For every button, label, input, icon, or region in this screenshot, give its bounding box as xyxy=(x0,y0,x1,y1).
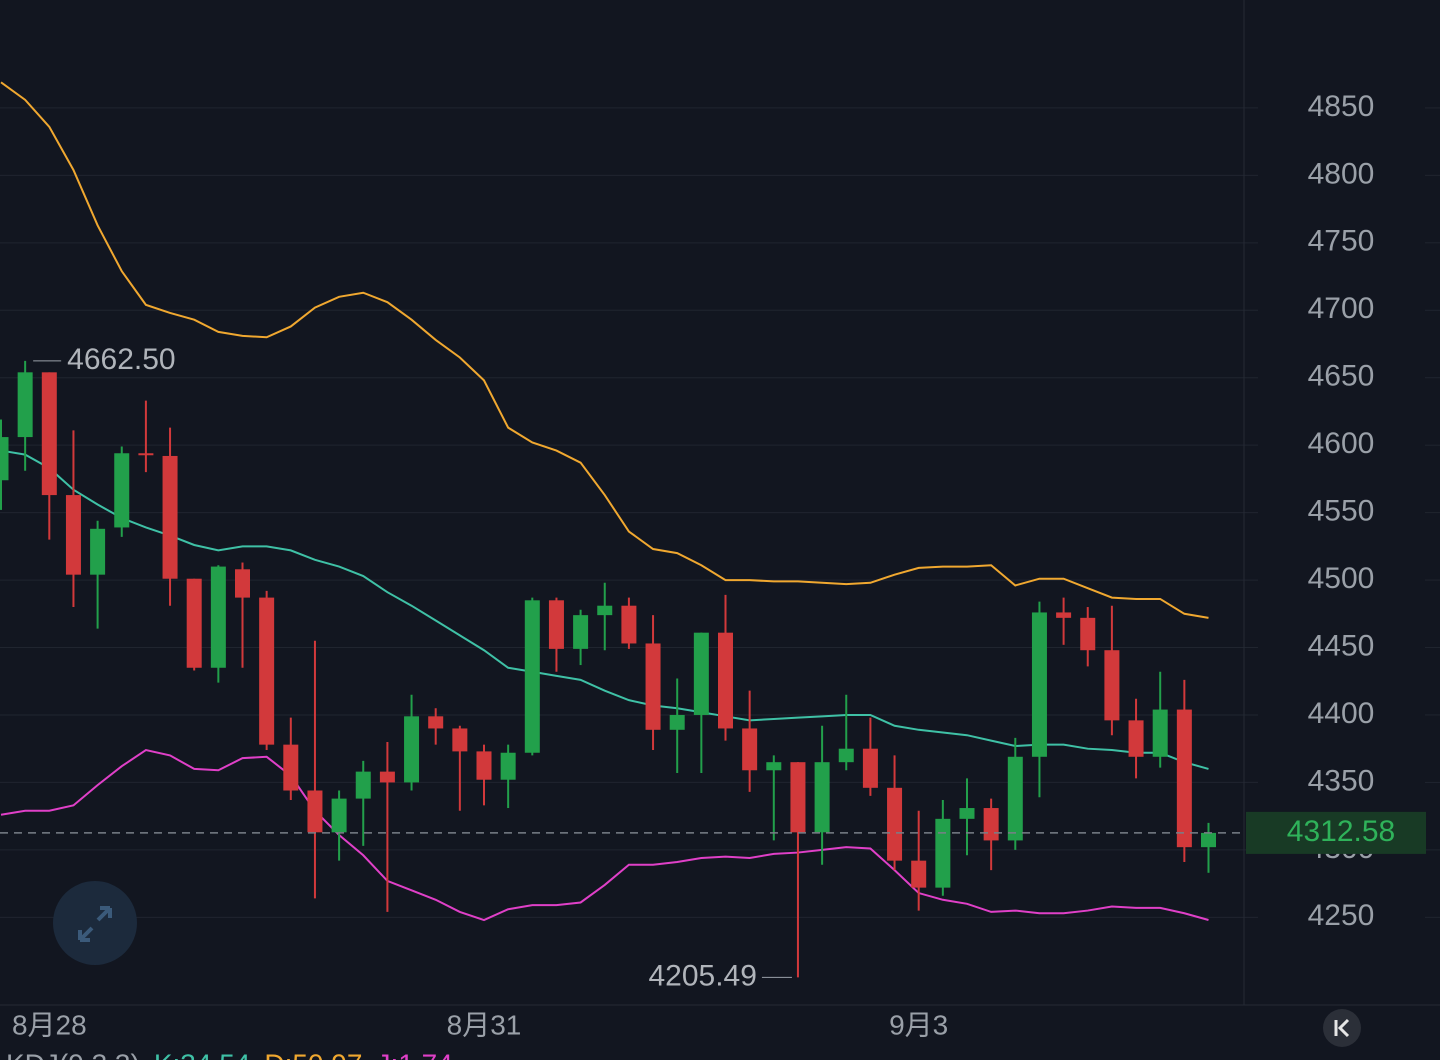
last-price-label: 4312.58 xyxy=(1287,815,1395,848)
x-tick-label: 9月3 xyxy=(889,1009,948,1040)
low-label: 4205.49 xyxy=(648,959,756,992)
y-tick-label: 4700 xyxy=(1308,292,1375,325)
candle-body xyxy=(814,762,830,833)
y-tick-label: 4450 xyxy=(1308,629,1375,662)
candle-body xyxy=(1104,650,1120,721)
y-tick-label: 4750 xyxy=(1308,225,1375,258)
indicator-label: KDJ(9,3,3) xyxy=(6,1048,140,1060)
band-line xyxy=(0,449,1209,770)
candle-body xyxy=(693,632,709,715)
y-tick-label: 4650 xyxy=(1308,360,1375,393)
last-price-box xyxy=(1246,811,1426,854)
candle-body xyxy=(1201,832,1216,848)
candle-body xyxy=(452,728,468,752)
y-tick-label: 4500 xyxy=(1308,562,1375,595)
candle-body xyxy=(1080,617,1096,651)
candle-body xyxy=(911,860,927,888)
band-line xyxy=(0,748,1209,922)
high-label: 4662.50 xyxy=(67,343,175,376)
candle-body xyxy=(41,372,57,496)
candle-body xyxy=(887,787,903,861)
y-tick-label: 4400 xyxy=(1308,697,1375,730)
candle-body xyxy=(959,808,975,819)
candle-body xyxy=(162,455,178,579)
candle-body xyxy=(90,528,106,575)
candle-body xyxy=(1031,612,1047,757)
candle-body xyxy=(259,597,275,745)
candle-body xyxy=(862,748,878,788)
expand-icon xyxy=(78,906,112,942)
candle-body xyxy=(983,808,999,841)
expand-circle[interactable] xyxy=(53,881,137,965)
candle-body xyxy=(0,437,9,481)
candle-body xyxy=(379,771,395,783)
candle-body xyxy=(65,495,81,575)
candle-body xyxy=(838,748,854,763)
x-tick-label: 8月31 xyxy=(447,1009,522,1040)
candle-body xyxy=(355,771,371,799)
candle-body xyxy=(718,632,733,729)
candle-body xyxy=(138,453,154,456)
y-tick-label: 4250 xyxy=(1308,899,1375,932)
candle-body xyxy=(428,716,444,729)
indicator-label: J:1.74 xyxy=(376,1048,452,1060)
candle-body xyxy=(935,818,951,888)
candle-body xyxy=(210,566,226,668)
candle-body xyxy=(307,790,323,833)
x-tick-label: 8月28 xyxy=(12,1009,87,1040)
candle-body xyxy=(524,600,540,753)
candle-body xyxy=(114,453,130,528)
band-line xyxy=(0,81,1209,619)
back-button[interactable] xyxy=(1323,1009,1361,1047)
candle-body xyxy=(1128,720,1144,757)
candle-body xyxy=(548,600,564,649)
indicator-label: D:50.97 xyxy=(264,1048,362,1060)
candle-body xyxy=(186,578,202,668)
candle-body xyxy=(331,798,347,833)
candle-body xyxy=(645,643,661,730)
candle-body xyxy=(476,751,492,780)
candle-body xyxy=(404,716,420,783)
candle-body xyxy=(621,605,637,644)
candle-body xyxy=(235,569,250,598)
candle-body xyxy=(742,728,758,771)
y-tick-label: 4550 xyxy=(1308,495,1375,528)
candle-body xyxy=(283,744,299,791)
indicator-label: K:34.54 xyxy=(154,1048,251,1060)
candle-body xyxy=(1152,709,1168,757)
candle-body xyxy=(766,762,782,771)
candle-body xyxy=(597,605,613,616)
y-tick-label: 4850 xyxy=(1308,90,1375,123)
expand-button[interactable] xyxy=(53,881,137,965)
candle-body xyxy=(573,615,589,649)
y-tick-label: 4800 xyxy=(1308,157,1375,190)
candle-body xyxy=(1007,756,1023,841)
candle-body xyxy=(669,714,685,730)
candle-body xyxy=(1176,709,1192,848)
candle-body xyxy=(17,372,33,438)
candle-body xyxy=(500,752,516,780)
candle-body xyxy=(1056,612,1072,618)
back-icon xyxy=(1334,1018,1350,1038)
candle-body xyxy=(790,762,806,833)
y-tick-label: 4600 xyxy=(1308,427,1375,460)
y-tick-label: 4350 xyxy=(1308,764,1375,797)
